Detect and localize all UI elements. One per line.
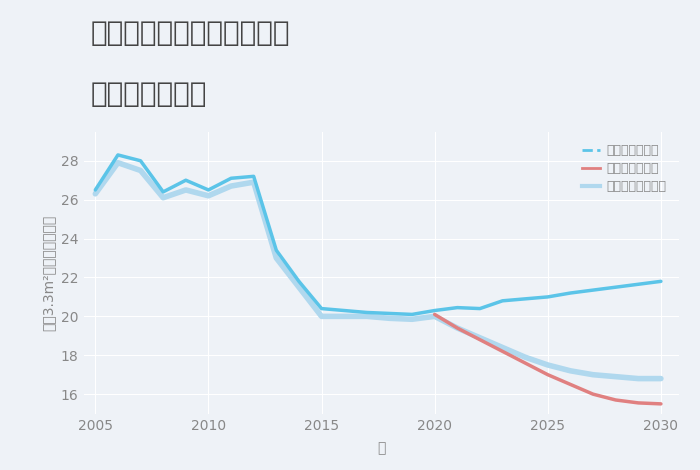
Legend: グッドシナリオ, バッドシナリオ, ノーマルシナリオ: グッドシナリオ, バッドシナリオ, ノーマルシナリオ — [575, 138, 673, 199]
Text: 岐阜県本巣郡北方町清水の: 岐阜県本巣郡北方町清水の — [91, 19, 290, 47]
Text: 土地の価格推移: 土地の価格推移 — [91, 80, 207, 108]
Y-axis label: 坪（3.3m²）単価（万円）: 坪（3.3m²）単価（万円） — [41, 214, 55, 331]
X-axis label: 年: 年 — [377, 441, 386, 455]
